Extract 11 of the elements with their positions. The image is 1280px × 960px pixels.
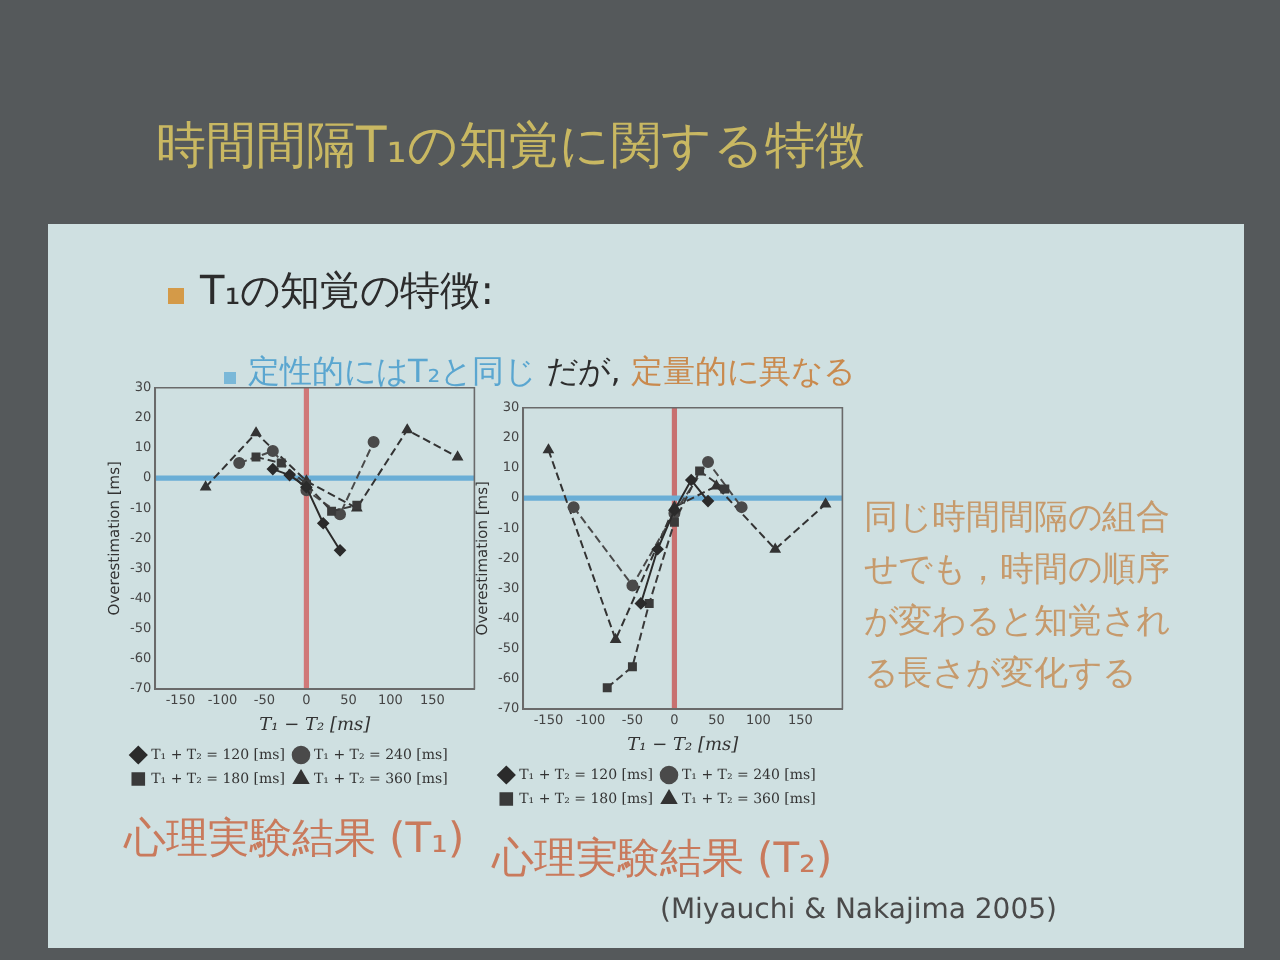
text: 心理実験結果 (T₁) — [123, 814, 465, 862]
annotation: 定性的にはT₂と同じ — [248, 352, 537, 394]
text: だが, — [546, 352, 621, 394]
x-axis-title: T₁ − T₂ [ms] — [627, 735, 740, 756]
x-axis-title: T₁ − T₂ [ms] — [259, 715, 372, 736]
text: 時間間隔T₁の知覚に関する特徴 — [156, 116, 865, 174]
text: 心理実験結果 (T₂) — [491, 834, 833, 882]
text: T₁の知覚の特徴: — [200, 266, 494, 314]
text: 定量的に異なる — [630, 352, 855, 394]
text: 同じ時間間隔の組合せでも，時間の順序が変わると知覚される長さが変化する — [864, 498, 1170, 694]
text: (Miyauchi & Nakajima 2005) — [660, 894, 1057, 926]
